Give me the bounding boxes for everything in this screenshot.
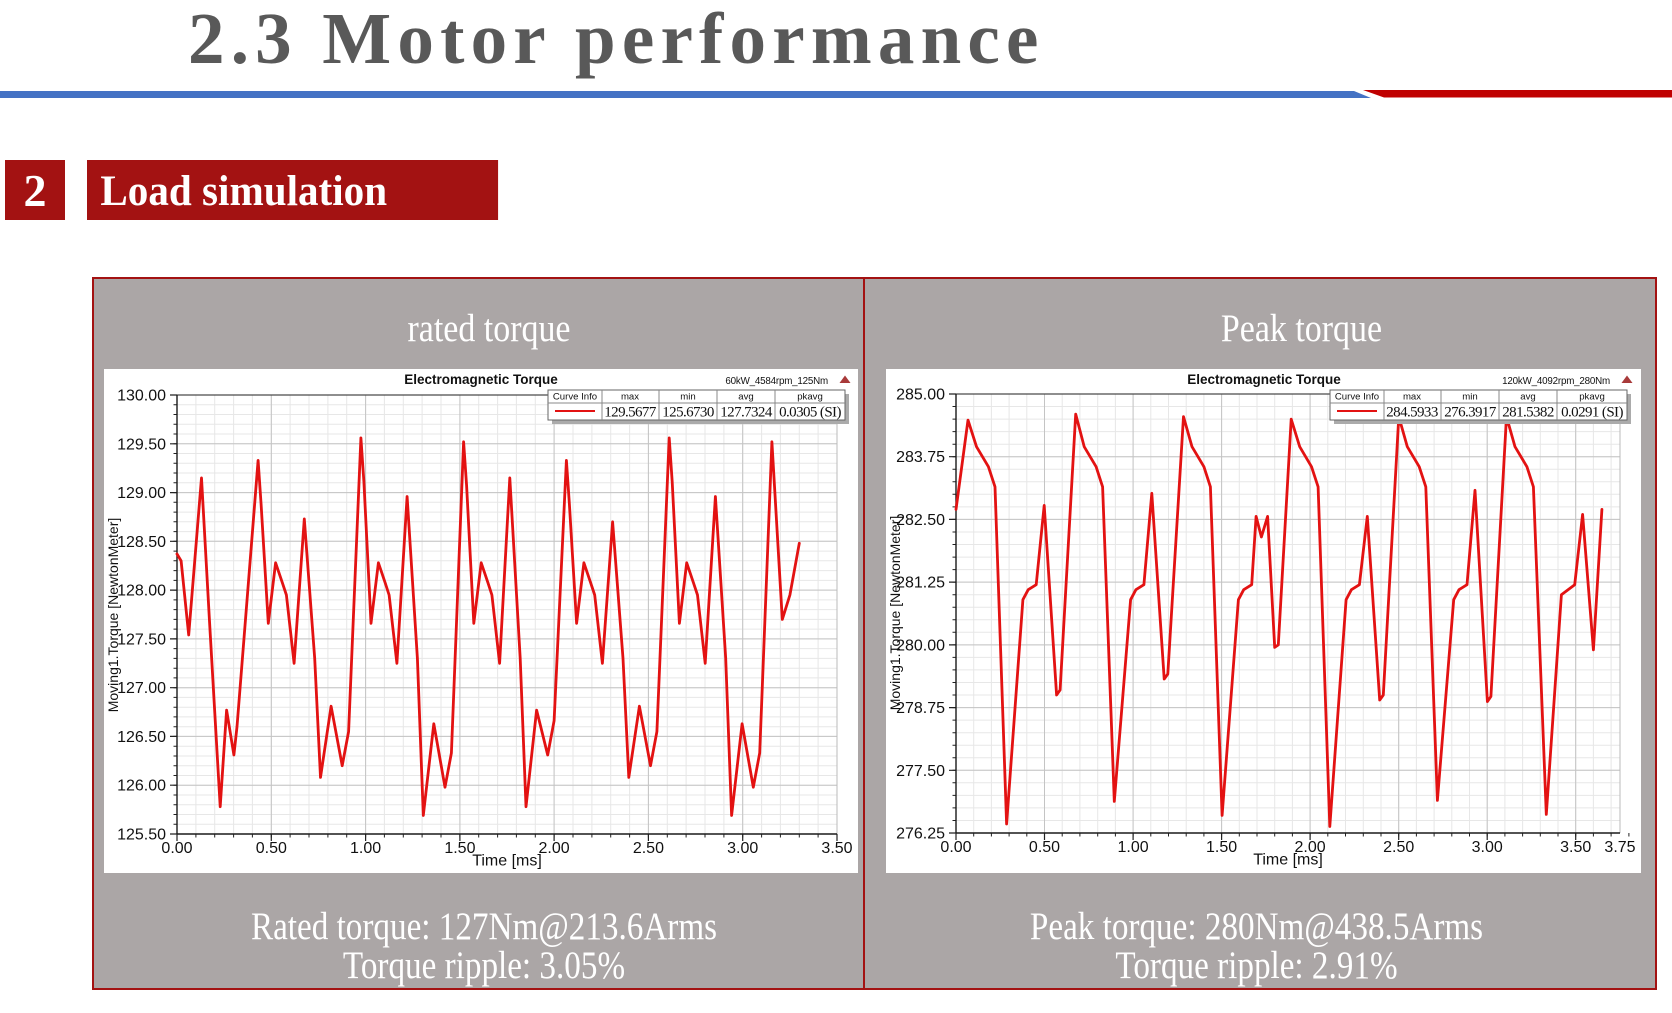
svg-text:285.00: 285.00 [896,387,945,404]
svg-text:129.00: 129.00 [117,485,166,502]
svg-text:128.00: 128.00 [117,583,166,600]
svg-text:0.50: 0.50 [256,840,287,857]
svg-text:1.00: 1.00 [1118,839,1149,856]
svg-text:min: min [1462,392,1477,403]
svg-text:125.50: 125.50 [117,827,166,844]
svg-text:283.75: 283.75 [896,449,945,466]
svg-text:Time [ms]: Time [ms] [472,853,542,870]
svg-text:281.25: 281.25 [896,575,945,592]
svg-text:127.7324: 127.7324 [720,404,773,420]
svg-text:pkavg: pkavg [1579,392,1605,403]
svg-text:276.25: 276.25 [896,826,945,843]
svg-text:282.50: 282.50 [896,512,945,529]
svg-text:3.50: 3.50 [1560,839,1591,856]
svg-text:1.50: 1.50 [444,840,475,857]
svg-text:Curve Info: Curve Info [1335,392,1379,403]
svg-text:278.75: 278.75 [896,700,945,717]
svg-text:2.00: 2.00 [1295,839,1326,856]
svg-text:60kW_4584rpm_125Nm: 60kW_4584rpm_125Nm [725,376,828,387]
svg-text:126.00: 126.00 [117,778,166,795]
svg-text:280.00: 280.00 [896,637,945,654]
svg-text:126.50: 126.50 [117,729,166,746]
svg-text:281.5382: 281.5382 [1502,404,1554,420]
svg-text:129.5677: 129.5677 [604,404,657,420]
svg-text:2.00: 2.00 [539,840,570,857]
svg-text:127.00: 127.00 [117,680,166,697]
svg-text:130.00: 130.00 [117,388,166,405]
svg-text:0.00: 0.00 [940,839,971,856]
svg-text:284.5933: 284.5933 [1386,404,1438,420]
svg-text:129.50: 129.50 [117,436,166,453]
svg-text:2.50: 2.50 [1383,839,1414,856]
svg-text:125.6730: 125.6730 [662,404,714,420]
svg-text:0.00: 0.00 [161,840,192,857]
svg-text:avg: avg [738,392,753,403]
svg-text:Time [ms]: Time [ms] [1253,852,1323,869]
svg-text:3.00: 3.00 [1472,839,1503,856]
svg-text:Moving1.Torque [NewtonMeter]: Moving1.Torque [NewtonMeter] [105,518,121,713]
svg-text:1.50: 1.50 [1206,839,1237,856]
svg-text:3.50: 3.50 [821,840,852,857]
svg-text:Curve Info: Curve Info [553,392,597,403]
svg-text:Moving1.Torque [NewtonMeter]: Moving1.Torque [NewtonMeter] [887,516,903,711]
svg-text:0.50: 0.50 [1029,839,1060,856]
svg-text:127.50: 127.50 [117,631,166,648]
svg-text:0.0305 (SI): 0.0305 (SI) [779,404,841,420]
svg-text:2.50: 2.50 [633,840,664,857]
svg-text:pkavg: pkavg [797,392,823,403]
svg-text:3.75: 3.75 [1604,839,1635,856]
svg-text:min: min [680,392,695,403]
svg-text:Electromagnetic Torque: Electromagnetic Torque [1187,372,1341,387]
svg-text:277.50: 277.50 [896,763,945,780]
svg-text:0.0291 (SI): 0.0291 (SI) [1561,404,1623,420]
svg-text:avg: avg [1520,392,1535,403]
svg-text:max: max [621,392,639,403]
svg-text:276.3917: 276.3917 [1444,404,1497,420]
svg-text:max: max [1403,392,1421,403]
svg-text:3.00: 3.00 [727,840,758,857]
svg-text:128.50: 128.50 [117,534,166,551]
svg-text:1.00: 1.00 [350,840,381,857]
svg-text:Electromagnetic Torque: Electromagnetic Torque [404,372,558,387]
svg-text:120kW_4092rpm_280Nm: 120kW_4092rpm_280Nm [1502,376,1610,387]
